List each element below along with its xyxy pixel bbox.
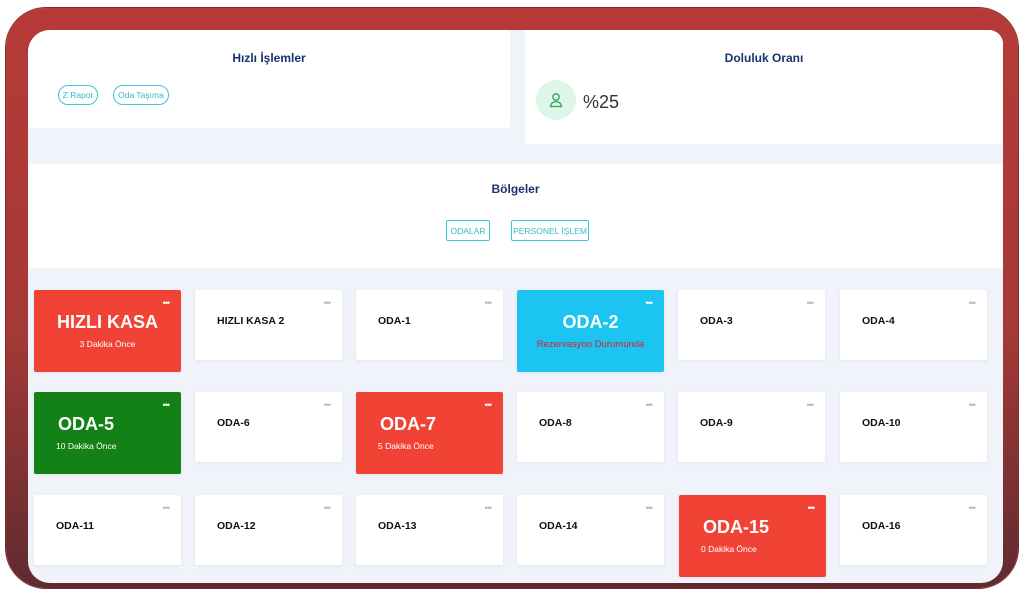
screen: Hızlı İşlemler Z Rapor Oda Taşıma Dolulu… [28, 30, 1003, 583]
room-name: ODA-8 [539, 417, 572, 429]
rooms-grid: HIZLI KASA 3 Dakika Önce ••• HIZLI KASA … [28, 290, 1003, 583]
room-name: ODA-9 [700, 417, 733, 429]
more-options-icon[interactable]: ••• [968, 298, 977, 308]
room-name: ODA-14 [539, 520, 578, 532]
room-name: ODA-2 [562, 312, 619, 332]
quick-actions-panel: Hızlı İşlemler Z Rapor Oda Taşıma [28, 30, 510, 128]
more-options-icon[interactable]: ••• [323, 298, 332, 308]
more-options-icon[interactable]: ••• [484, 503, 493, 513]
room-card-oda-12[interactable]: ODA-12 ••• [195, 495, 342, 565]
more-options-icon[interactable]: ••• [645, 400, 654, 410]
room-name: ODA-13 [378, 520, 417, 532]
occupancy-title: Doluluk Oranı [724, 51, 804, 65]
personel-islem-button[interactable]: PERSONEL İŞLEM [511, 220, 589, 241]
more-options-icon[interactable]: ••• [806, 298, 815, 308]
more-options-icon[interactable]: ••• [162, 400, 171, 410]
room-name: ODA-16 [862, 520, 901, 532]
more-options-icon[interactable]: ••• [484, 400, 493, 410]
regions-title: Bölgeler [491, 182, 540, 196]
room-name: HIZLI KASA 2 [217, 315, 285, 327]
room-card-oda-11[interactable]: ODA-11 ••• [34, 495, 181, 565]
regions-panel: Bölgeler ODALAR PERSONEL İŞLEM [28, 164, 1003, 268]
room-card-oda-9[interactable]: ODA-9 ••• [678, 392, 825, 462]
oda-tasima-button[interactable]: Oda Taşıma [113, 85, 169, 105]
room-card-hizli-kasa[interactable]: HIZLI KASA 3 Dakika Önce ••• [34, 290, 181, 372]
room-name: ODA-12 [217, 520, 256, 532]
room-card-oda-14[interactable]: ODA-14 ••• [517, 495, 664, 565]
room-name: ODA-15 [703, 517, 770, 537]
room-card-oda-6[interactable]: ODA-6 ••• [195, 392, 342, 462]
room-name: ODA-1 [378, 315, 411, 327]
room-status: 0 Dakika Önce [701, 544, 757, 554]
more-options-icon[interactable]: ••• [323, 400, 332, 410]
user-icon [549, 93, 563, 108]
room-card-oda-16[interactable]: ODA-16 ••• [840, 495, 987, 565]
more-options-icon[interactable]: ••• [807, 503, 816, 513]
more-options-icon[interactable]: ••• [968, 400, 977, 410]
room-card-oda-10[interactable]: ODA-10 ••• [840, 392, 987, 462]
room-card-oda-1[interactable]: ODA-1 ••• [356, 290, 503, 360]
room-card-oda-4[interactable]: ODA-4 ••• [840, 290, 987, 360]
room-name: ODA-4 [862, 315, 895, 327]
occupancy-badge [536, 80, 576, 120]
more-options-icon[interactable]: ••• [162, 503, 171, 513]
more-options-icon[interactable]: ••• [162, 298, 171, 308]
device-frame: Hızlı İşlemler Z Rapor Oda Taşıma Dolulu… [6, 8, 1018, 588]
more-options-icon[interactable]: ••• [645, 298, 654, 308]
room-card-oda-8[interactable]: ODA-8 ••• [517, 392, 664, 462]
room-card-oda-3[interactable]: ODA-3 ••• [678, 290, 825, 360]
room-name: ODA-5 [58, 414, 115, 434]
room-name: ODA-7 [380, 414, 437, 434]
more-options-icon[interactable]: ••• [484, 298, 493, 308]
z-rapor-button[interactable]: Z Rapor [58, 85, 98, 105]
more-options-icon[interactable]: ••• [645, 503, 654, 513]
room-status: 10 Dakika Önce [56, 441, 117, 451]
more-options-icon[interactable]: ••• [968, 503, 977, 513]
room-name: HIZLI KASA [57, 312, 158, 332]
more-options-icon[interactable]: ••• [323, 503, 332, 513]
room-card-oda-5[interactable]: ODA-5 10 Dakika Önce ••• [34, 392, 181, 474]
room-name: ODA-6 [217, 417, 250, 429]
room-name: ODA-11 [56, 520, 94, 532]
occupancy-value: %25 [583, 92, 620, 112]
room-card-oda-2[interactable]: ODA-2 Rezervasyon Durumunda ••• [517, 290, 664, 372]
room-status: 3 Dakika Önce [79, 339, 136, 349]
room-name: ODA-3 [700, 315, 733, 327]
quick-actions-title: Hızlı İşlemler [232, 51, 306, 65]
room-card-oda-15[interactable]: ODA-15 0 Dakika Önce ••• [679, 495, 826, 577]
room-status: Rezervasyon Durumunda [536, 339, 645, 350]
room-card-hizli-kasa-2[interactable]: HIZLI KASA 2 ••• [195, 290, 342, 360]
room-name: ODA-10 [862, 417, 901, 429]
room-card-oda-13[interactable]: ODA-13 ••• [356, 495, 503, 565]
odalar-button[interactable]: ODALAR [446, 220, 490, 241]
room-card-oda-7[interactable]: ODA-7 5 Dakika Önce ••• [356, 392, 503, 474]
more-options-icon[interactable]: ••• [806, 400, 815, 410]
room-status: 5 Dakika Önce [378, 441, 434, 451]
occupancy-panel: Doluluk Oranı %25 [525, 30, 1003, 144]
